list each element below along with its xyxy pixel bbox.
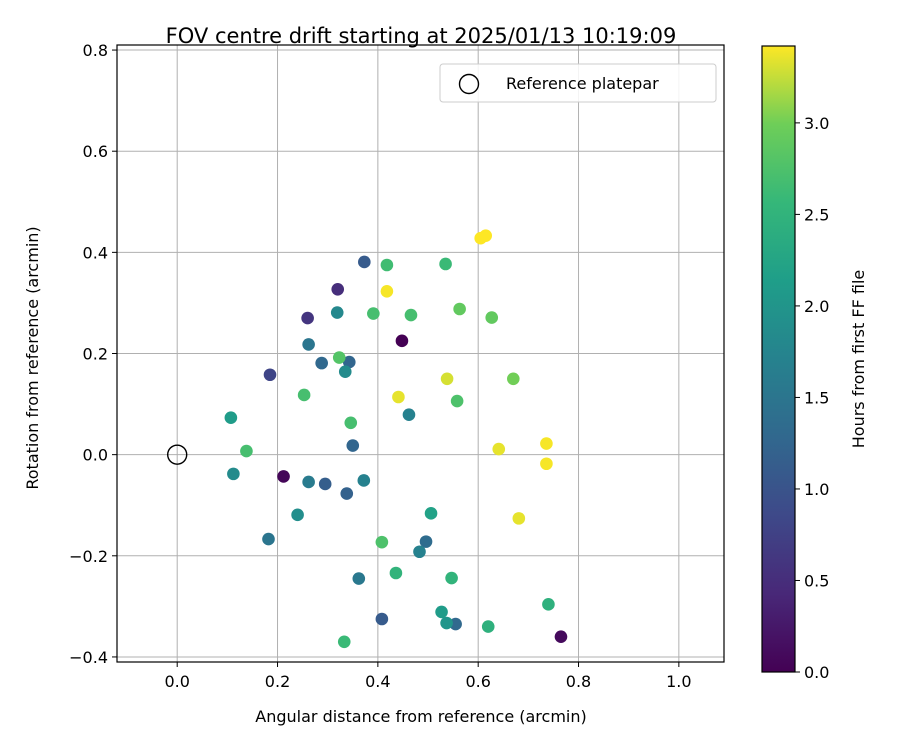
data-point — [375, 612, 389, 626]
x-tick-label: 0.4 — [365, 672, 390, 691]
data-point — [512, 512, 526, 525]
y-tick-label: 0.0 — [83, 446, 108, 465]
data-point — [227, 467, 240, 481]
colorbar-tick-label: 2.5 — [804, 205, 829, 224]
data-point — [380, 284, 394, 298]
data-point — [380, 258, 394, 272]
y-axis-ticks: −0.4 −0.2 0.0 0.2 0.4 0.6 0.8 — [69, 41, 117, 667]
colorbar-frame — [761, 45, 796, 673]
data-point — [352, 572, 366, 585]
colorbar-gradient — [762, 46, 795, 672]
colorbar-ticks: 0.0 0.5 1.0 1.5 2.0 2.5 3.0 — [795, 114, 829, 682]
data-point — [507, 372, 520, 386]
data-point — [402, 408, 416, 421]
data-point — [439, 257, 452, 271]
data-point — [440, 616, 453, 630]
data-point — [340, 487, 354, 500]
data-point — [440, 372, 454, 386]
data-point — [492, 442, 506, 456]
data-point — [445, 571, 458, 585]
data-point — [392, 390, 405, 404]
data-point — [302, 475, 315, 489]
data-point — [413, 545, 426, 559]
data-point — [302, 338, 315, 351]
data-point — [297, 388, 311, 402]
data-point — [342, 355, 356, 369]
data-point — [263, 368, 277, 382]
colorbar-tick-label: 0.0 — [804, 663, 829, 682]
legend: Reference platepar — [439, 63, 717, 103]
data-point — [344, 416, 358, 430]
reference-platepar-marker — [166, 444, 188, 465]
scatter-points — [166, 229, 568, 649]
x-tick-label: 1.0 — [666, 672, 691, 691]
data-point — [315, 356, 328, 370]
data-point — [331, 282, 345, 296]
legend-label-reference-platepar: Reference platepar — [506, 74, 659, 93]
data-point — [375, 535, 389, 549]
data-point — [540, 437, 553, 450]
data-point — [291, 508, 304, 522]
data-point — [357, 474, 371, 487]
x-tick-label: 0.8 — [566, 672, 591, 691]
y-tick-label: −0.2 — [69, 547, 108, 566]
data-point — [542, 598, 555, 611]
data-point — [404, 308, 418, 322]
data-point — [332, 351, 346, 364]
data-point — [450, 394, 464, 408]
data-point — [318, 477, 332, 491]
x-tick-label: 0.2 — [265, 672, 290, 691]
legend-reference-marker — [458, 73, 480, 95]
chart-title: FOV centre drift starting at 2025/01/13 … — [166, 24, 677, 48]
colorbar-tick-label: 1.5 — [804, 388, 829, 407]
data-point — [389, 566, 403, 580]
data-point — [240, 444, 253, 458]
data-point — [338, 365, 352, 379]
x-axis-ticks: 0.0 0.2 0.4 0.6 0.8 1.0 — [164, 662, 692, 691]
data-point — [330, 306, 344, 319]
y-axis-label: Rotation from reference (arcmin) — [23, 226, 42, 489]
data-point — [395, 334, 409, 348]
x-tick-label: 0.0 — [164, 672, 189, 691]
data-point — [554, 630, 568, 644]
colorbar-tick-label: 1.0 — [804, 480, 829, 499]
y-tick-label: 0.4 — [83, 243, 108, 262]
data-point — [485, 311, 499, 324]
grid-lines — [117, 45, 724, 662]
data-point — [453, 302, 466, 316]
colorbar-tick-label: 2.0 — [804, 297, 829, 316]
data-point — [337, 635, 351, 649]
data-point — [277, 470, 290, 483]
data-point — [424, 507, 438, 520]
colorbar: 0.0 0.5 1.0 1.5 2.0 2.5 3.0 Hours from first F… — [761, 45, 868, 682]
y-tick-label: −0.4 — [69, 648, 108, 667]
data-point — [262, 532, 275, 546]
data-point — [481, 620, 495, 633]
data-point — [435, 605, 448, 619]
data-point — [479, 229, 493, 242]
x-axis-label: Angular distance from reference (arcmin) — [255, 707, 586, 726]
y-tick-label: 0.8 — [83, 41, 108, 60]
x-tick-label: 0.6 — [465, 672, 490, 691]
y-tick-label: 0.6 — [83, 142, 108, 161]
colorbar-tick-label: 0.5 — [804, 571, 829, 590]
data-point — [358, 255, 371, 269]
data-point — [419, 535, 433, 548]
colorbar-label: Hours from first FF file — [849, 270, 868, 449]
legend-box — [439, 63, 717, 103]
data-point — [367, 307, 380, 320]
data-point — [540, 457, 553, 471]
data-point — [301, 311, 314, 325]
y-tick-label: 0.2 — [83, 345, 108, 364]
data-point — [224, 411, 238, 425]
data-point — [346, 439, 360, 452]
colorbar-tick-label: 3.0 — [804, 114, 829, 133]
